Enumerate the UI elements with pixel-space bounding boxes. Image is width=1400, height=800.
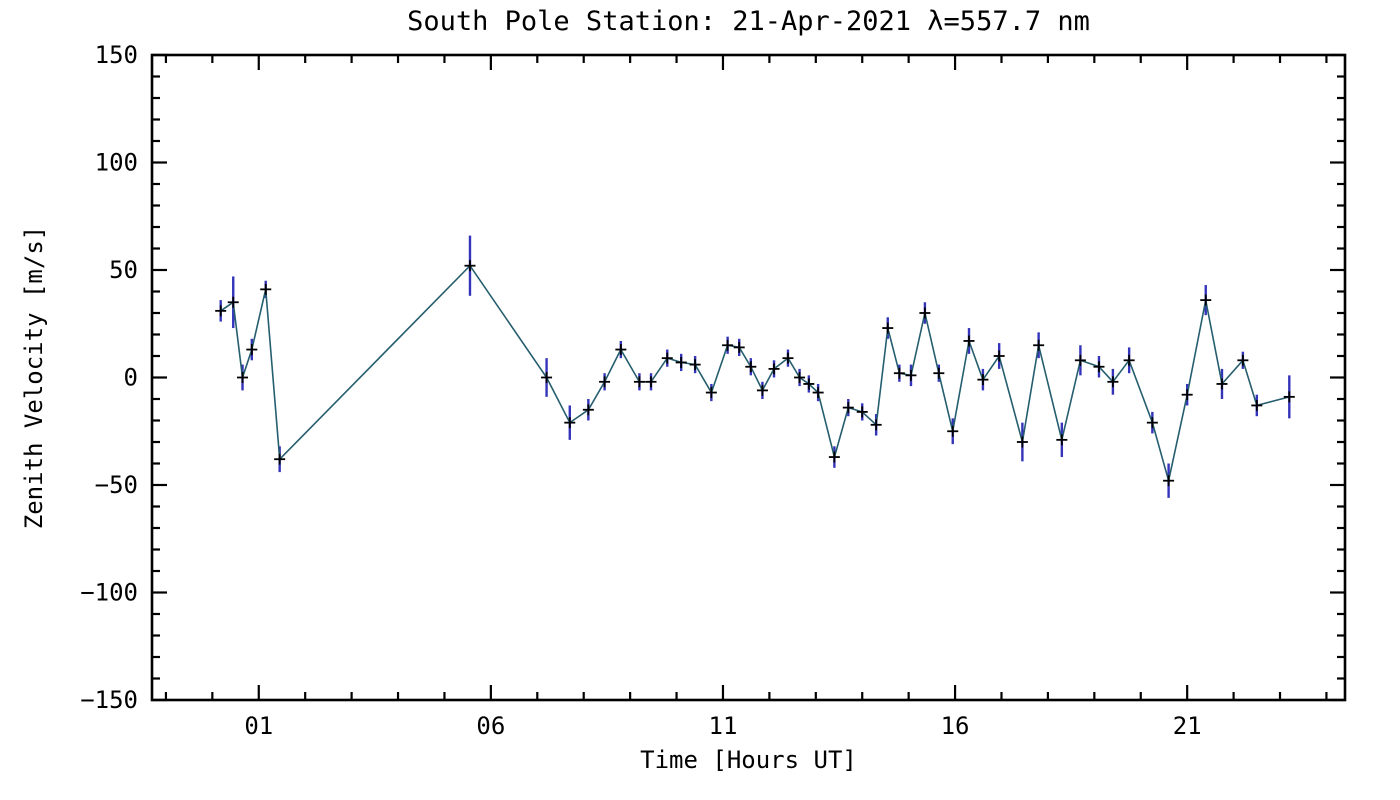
x-tick-label: 16 <box>941 712 970 740</box>
y-tick-label: −100 <box>80 579 138 607</box>
y-tick-label: 0 <box>124 364 138 392</box>
y-tick-label: −50 <box>95 471 138 499</box>
x-tick-label: 06 <box>476 712 505 740</box>
y-tick-label: −150 <box>80 686 138 714</box>
x-tick-label: 21 <box>1173 712 1202 740</box>
x-tick-label: 01 <box>244 712 273 740</box>
y-tick-label: 150 <box>95 41 138 69</box>
x-tick-label: 11 <box>709 712 738 740</box>
chart-title: South Pole Station: 21-Apr-2021 λ=557.7 … <box>407 6 1090 37</box>
x-axis-label: Time [Hours UT] <box>640 746 857 774</box>
axis-ticks <box>152 53 1345 702</box>
y-tick-label: 50 <box>109 256 138 284</box>
y-tick-label: 100 <box>95 149 138 177</box>
tick-labels: 01 06 11 16 21 −150 −100 −50 0 50 100 150 <box>80 41 1201 740</box>
y-axis-label: Zenith Velocity [m/s] <box>20 226 48 529</box>
plot-frame <box>150 53 1347 702</box>
data-markers <box>215 260 1295 487</box>
